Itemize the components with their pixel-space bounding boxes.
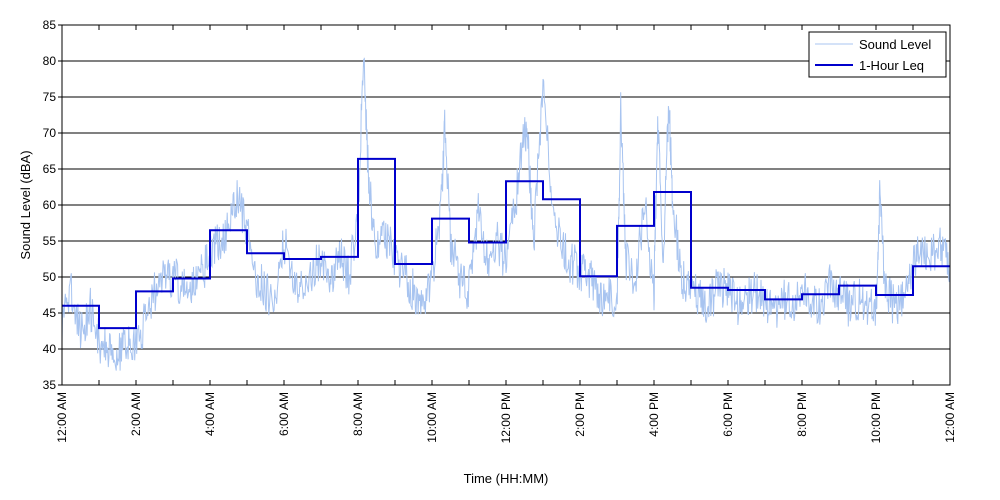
x-tick-label: 6:00 AM bbox=[277, 392, 291, 436]
y-tick-label: 75 bbox=[43, 90, 57, 104]
y-axis-ticks: 35 40 45 50 55 60 65 70 75 80 85 bbox=[43, 18, 62, 392]
y-tick-label: 35 bbox=[43, 378, 57, 392]
x-axis-ticks: 12:00 AM 2:00 AM 4:00 AM 6:00 AM 8:00 AM 10:0… bbox=[55, 25, 957, 443]
x-tick-label: 4:00 PM bbox=[647, 392, 661, 437]
sound-level-series bbox=[61, 57, 951, 371]
x-axis-label: Time (HH:MM) bbox=[464, 471, 549, 486]
y-tick-label: 70 bbox=[43, 126, 57, 140]
y-tick-label: 80 bbox=[43, 54, 57, 68]
sound-level-line bbox=[61, 57, 951, 371]
x-tick-label: 2:00 PM bbox=[573, 392, 587, 437]
x-tick-label: 6:00 PM bbox=[721, 392, 735, 437]
y-tick-label: 65 bbox=[43, 162, 57, 176]
legend-label-sound-level: Sound Level bbox=[859, 37, 931, 52]
y-tick-label: 55 bbox=[43, 234, 57, 248]
y-tick-label: 45 bbox=[43, 306, 57, 320]
x-tick-label: 8:00 PM bbox=[795, 392, 809, 437]
x-tick-label: 12:00 AM bbox=[943, 392, 957, 443]
x-tick-label: 8:00 AM bbox=[351, 392, 365, 436]
y-tick-label: 40 bbox=[43, 342, 57, 356]
x-tick-label: 4:00 AM bbox=[203, 392, 217, 436]
y-tick-label: 50 bbox=[43, 270, 57, 284]
legend-box bbox=[808, 31, 947, 78]
x-tick-label: 12:00 PM bbox=[499, 392, 513, 443]
legend-label-leq: 1-Hour Leq bbox=[859, 58, 924, 73]
x-tick-label: 2:00 AM bbox=[129, 392, 143, 436]
y-tick-label: 60 bbox=[43, 198, 57, 212]
leq-step-line bbox=[62, 157, 950, 330]
y-axis-label: Sound Level (dBA) bbox=[18, 150, 33, 259]
legend: Sound Level 1-Hour Leq bbox=[808, 31, 947, 78]
leq-series bbox=[62, 157, 950, 330]
y-tick-label: 85 bbox=[43, 18, 57, 32]
x-tick-label: 10:00 PM bbox=[869, 392, 883, 443]
x-tick-label: 12:00 AM bbox=[55, 392, 69, 443]
x-tick-label: 10:00 AM bbox=[425, 392, 439, 443]
